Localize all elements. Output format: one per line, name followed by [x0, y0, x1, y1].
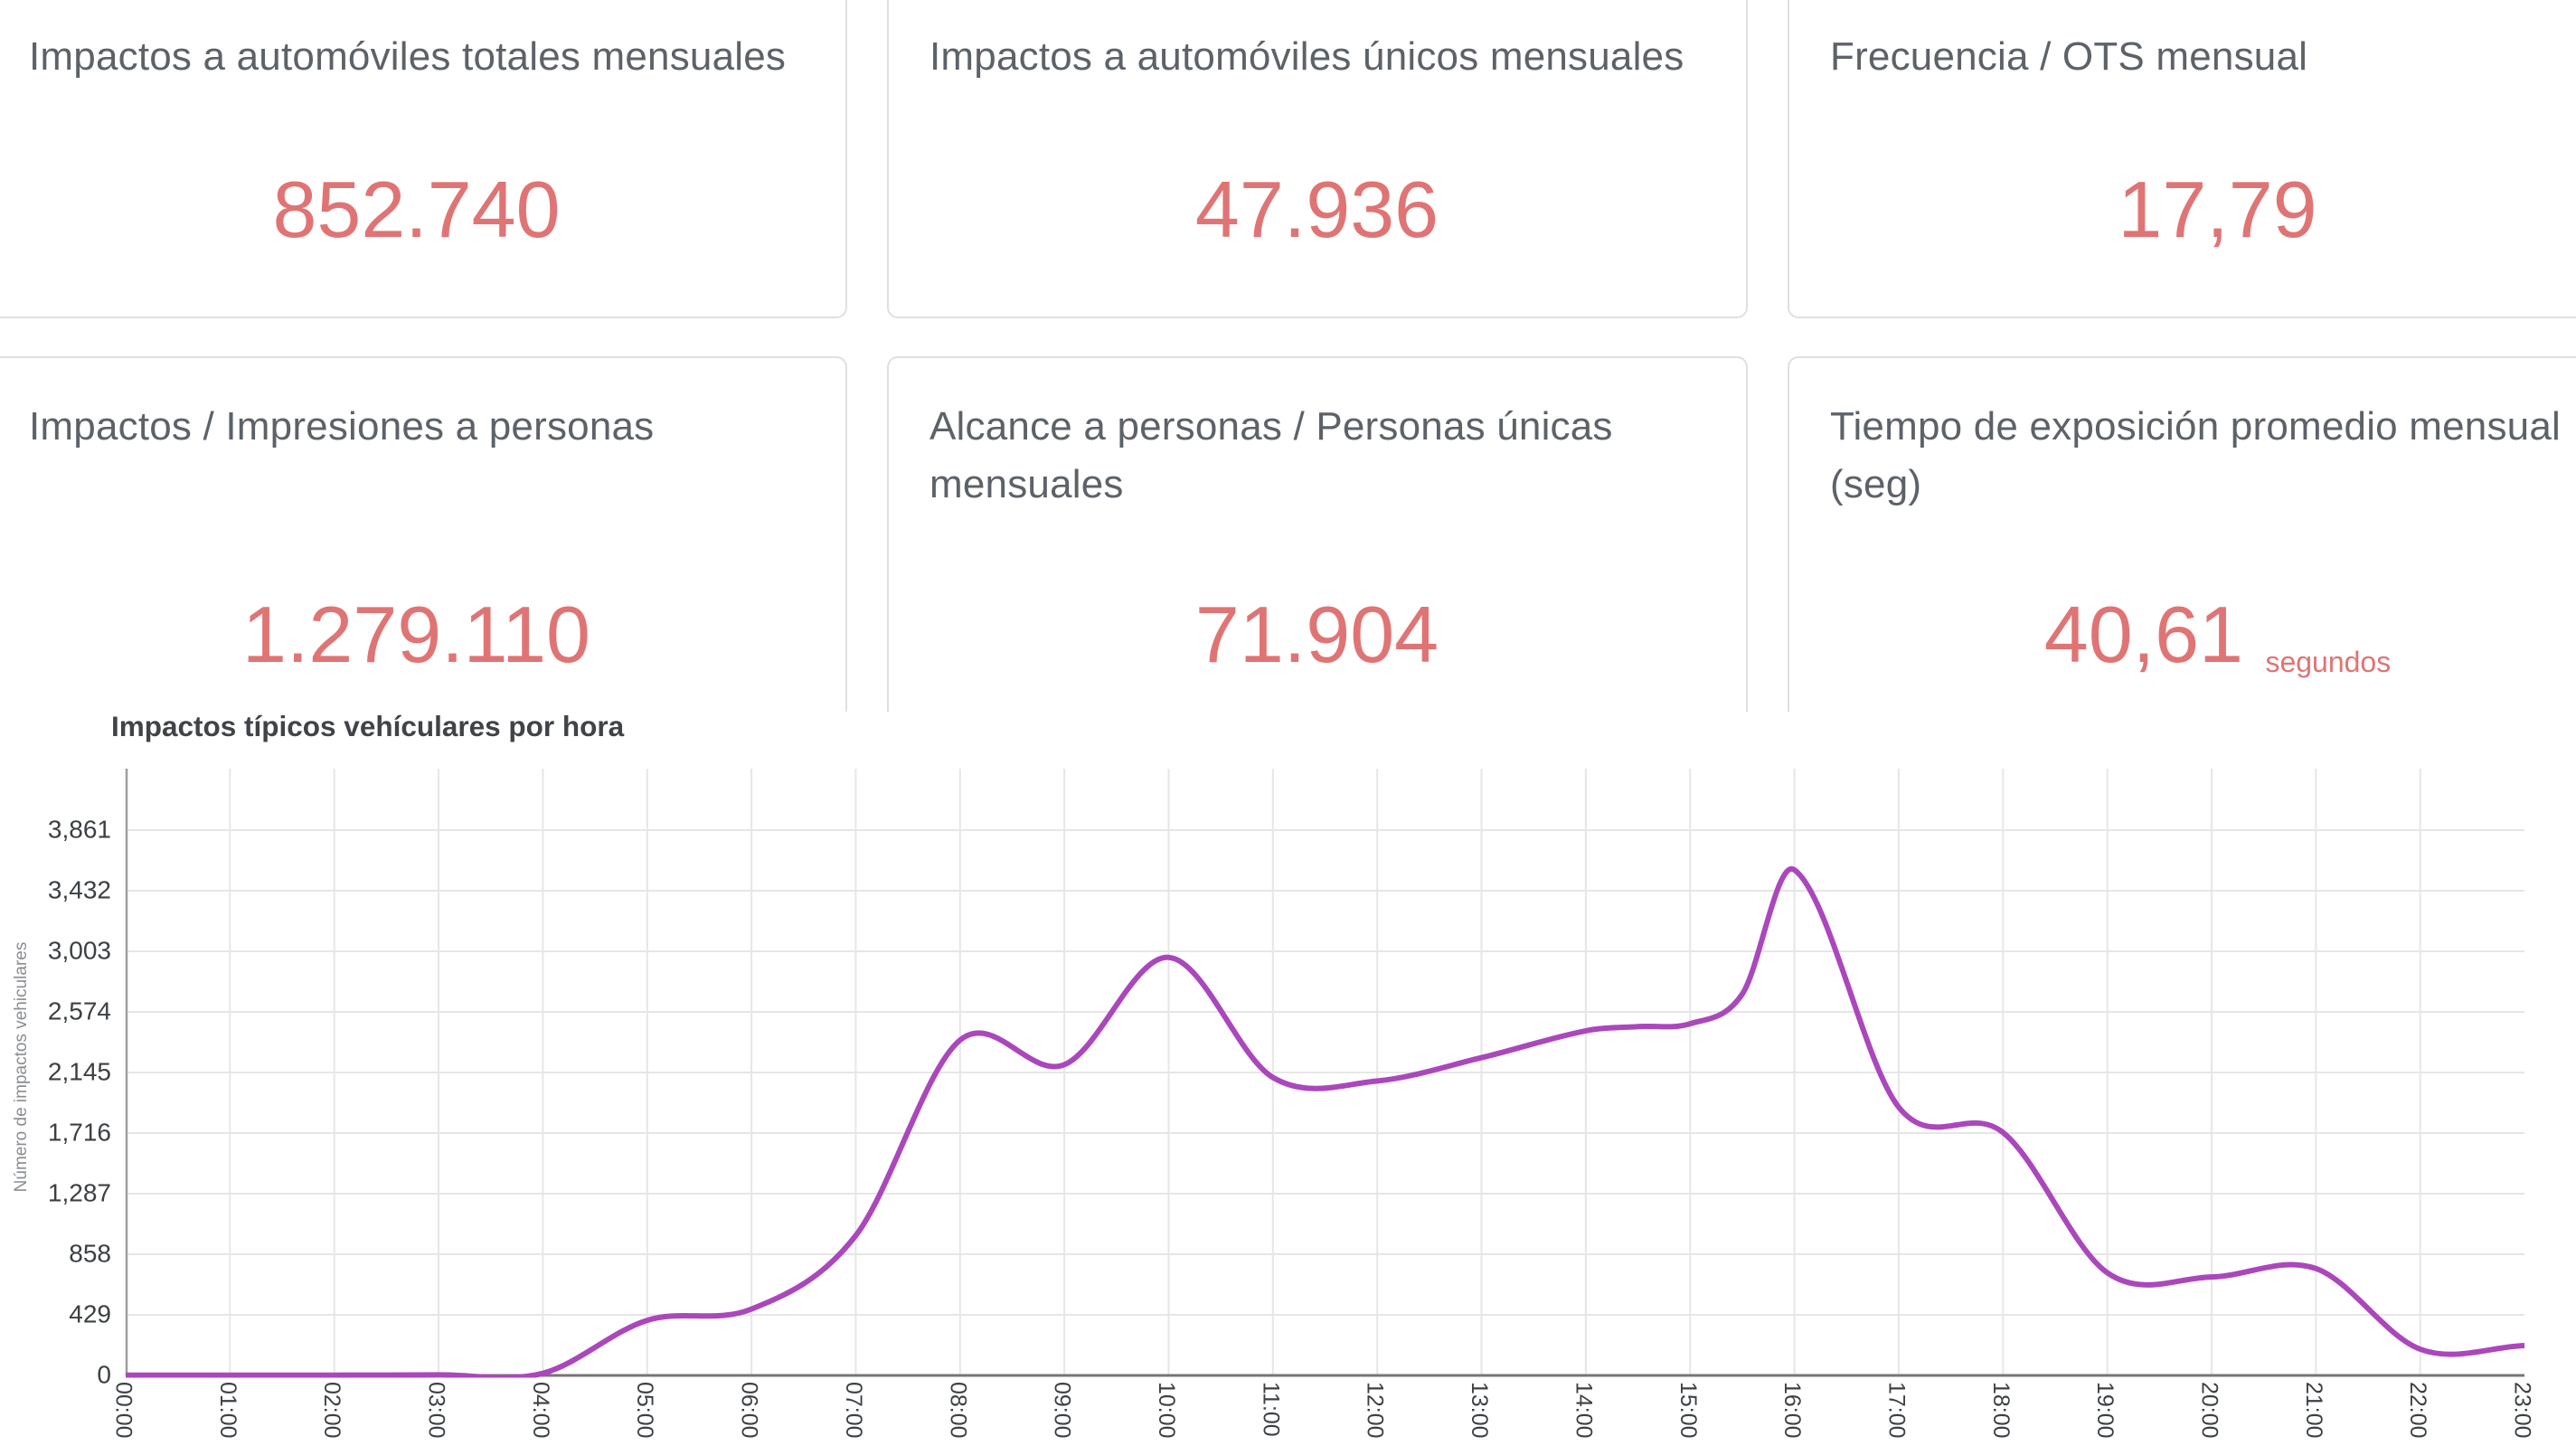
svg-text:06:00: 06:00: [737, 1382, 762, 1439]
svg-text:15:00: 15:00: [1675, 1382, 1701, 1439]
svg-text:0: 0: [97, 1361, 111, 1389]
svg-text:02:00: 02:00: [319, 1382, 344, 1439]
svg-text:Impactos típicos vehículares p: Impactos típicos vehículares por hora: [111, 710, 625, 742]
svg-text:20:00: 20:00: [2197, 1382, 2222, 1439]
svg-text:2,574: 2,574: [48, 997, 111, 1025]
svg-text:23:00: 23:00: [2510, 1382, 2535, 1439]
svg-text:14:00: 14:00: [1571, 1382, 1596, 1439]
svg-text:05:00: 05:00: [632, 1382, 657, 1439]
svg-text:17:00: 17:00: [1883, 1382, 1909, 1439]
svg-text:16:00: 16:00: [1779, 1382, 1805, 1439]
svg-text:1,287: 1,287: [48, 1179, 111, 1207]
svg-text:3,003: 3,003: [48, 937, 111, 965]
svg-text:858: 858: [69, 1240, 111, 1268]
svg-text:429: 429: [69, 1300, 111, 1328]
svg-text:00:00: 00:00: [111, 1382, 137, 1439]
svg-text:09:00: 09:00: [1050, 1382, 1075, 1439]
svg-text:21:00: 21:00: [2301, 1382, 2326, 1439]
svg-text:10:00: 10:00: [1154, 1382, 1179, 1439]
svg-text:18:00: 18:00: [1988, 1382, 2014, 1439]
svg-text:22:00: 22:00: [2405, 1382, 2430, 1439]
svg-text:01:00: 01:00: [215, 1382, 241, 1439]
svg-text:12:00: 12:00: [1363, 1382, 1388, 1439]
svg-text:3,432: 3,432: [48, 876, 111, 904]
svg-text:1,716: 1,716: [48, 1119, 111, 1147]
svg-text:13:00: 13:00: [1467, 1382, 1492, 1439]
svg-text:08:00: 08:00: [945, 1382, 970, 1439]
svg-text:03:00: 03:00: [424, 1382, 449, 1439]
svg-text:Número de impactos vehiculares: Número de impactos vehiculares: [12, 942, 31, 1193]
svg-text:04:00: 04:00: [528, 1382, 553, 1439]
svg-text:3,861: 3,861: [48, 816, 111, 844]
svg-text:07:00: 07:00: [841, 1382, 866, 1439]
svg-text:19:00: 19:00: [2092, 1382, 2118, 1439]
svg-text:2,145: 2,145: [48, 1058, 111, 1086]
svg-text:11:00: 11:00: [1258, 1382, 1283, 1437]
